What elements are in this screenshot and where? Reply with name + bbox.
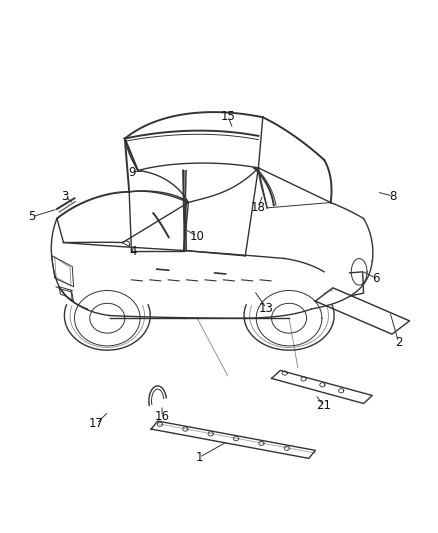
Text: 15: 15 (220, 110, 235, 123)
Text: 10: 10 (190, 230, 205, 243)
Text: 5: 5 (28, 211, 35, 223)
Text: 21: 21 (316, 399, 331, 411)
Text: 17: 17 (89, 417, 104, 430)
Text: 6: 6 (372, 272, 380, 285)
Text: 18: 18 (251, 201, 266, 214)
Text: 1: 1 (195, 451, 203, 464)
Text: 13: 13 (259, 302, 274, 314)
Text: 4: 4 (130, 245, 138, 258)
Text: 16: 16 (155, 410, 170, 423)
Text: 8: 8 (390, 190, 397, 203)
Text: 2: 2 (395, 336, 403, 349)
Text: 3: 3 (61, 190, 68, 203)
Text: 9: 9 (128, 166, 136, 179)
